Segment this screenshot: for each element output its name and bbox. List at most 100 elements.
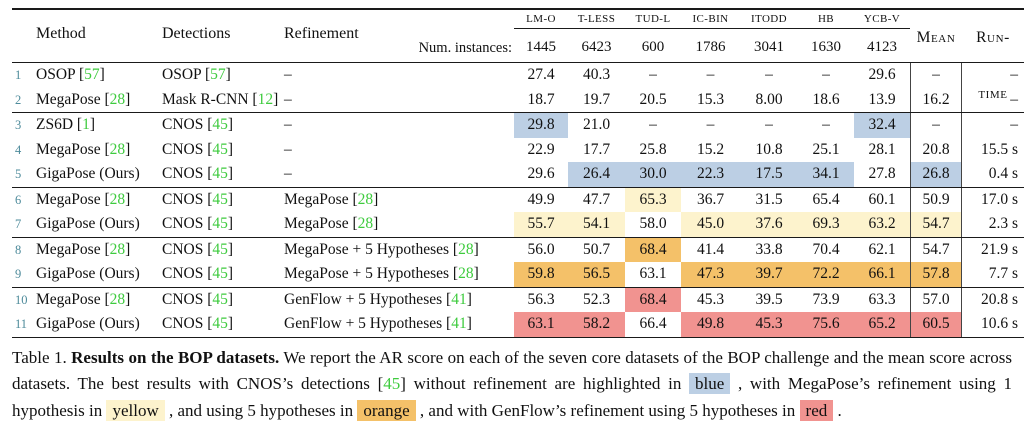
score-cell: 28.1 [868,140,896,158]
mean-cell: 57.0 [910,287,962,312]
col-header-detections: Detections [162,25,231,42]
dataset-header-t-less: T-LESS [577,13,616,25]
num-instances-label: Num. instances: [418,40,512,56]
score-cell: 32.4 [854,113,910,138]
col-header-refinement: Refinement [284,25,359,42]
refinement-cell: MegaPose [28] [284,215,379,232]
mean-cell: 50.9 [910,187,962,212]
detections-cell: OSOP [57] [162,66,231,83]
runtime-cell: 17.0 s [980,190,1018,208]
caption-highlight-red: red [799,399,834,421]
score-cell: 63.1 [514,312,568,337]
row-group: 3 ZS6D [1] CNOS [45] –29.8 21.0– – – –32.4– –4 Me… [12,112,1024,187]
score-cell: 56.5 [568,262,625,287]
detections-cell: CNOS [45] [162,265,234,282]
score-cell: 49.8 [681,312,740,337]
table-row: 4 MegaPose [28] CNOS [45] – 22.9 17.7 25.8 15.2… [12,137,1024,162]
score-cell: 63.3 [868,290,896,308]
score-cell: – [822,66,830,83]
score-cell: 18.7 [527,90,555,108]
detections-cell: CNOS [45] [162,240,234,258]
refinement-cell: GenFlow + 5 Hypotheses [41] [284,315,472,332]
table-row: 10 MegaPose [28] CNOS [45] GenFlow + 5 Hypo… [12,287,1024,312]
detections-cell: CNOS [45] [162,140,234,158]
caption-text: , with MegaPose’s refinement using 1 hyp… [12,374,1012,420]
score-cell: 34.1 [798,162,854,187]
row-number: 5 [15,167,22,181]
score-cell: 29.6 [527,165,555,182]
table-row: 3 ZS6D [1] CNOS [45] –29.8 21.0– – – –32.4– – [12,113,1024,138]
score-cell: 15.2 [696,140,725,158]
citation-ref: 57 [210,66,226,83]
citation-ref: 45 [212,140,228,158]
method-cell: MegaPose [28] [36,240,131,258]
score-cell: 63.2 [854,212,910,237]
score-cell: 41.4 [696,240,725,258]
table-row: 7 GigaPose (Ours) CNOS [45] MegaPose [28] 55… [12,212,1024,237]
runtime-cell: 21.9 s [980,240,1018,258]
table-header: Method Detections Refinement Num. instan… [12,10,1024,102]
mean-cell: 26.8 [910,162,962,187]
row-number: 6 [15,192,22,207]
citation-ref: 1 [82,116,90,133]
runtime-cell: 0.4 s [988,165,1018,182]
method-cell: ZS6D [1] [36,116,96,133]
citation-ref: 45 [212,165,228,182]
refinement-cell: – [284,165,292,182]
dataset-name-row: LM-O T-LESS TUD-L IC-BIN ITODD HB YCB-V [514,13,910,29]
row-number: 9 [15,267,22,281]
score-cell: – [765,66,773,83]
score-cell: 21.0 [582,116,611,133]
detections-cell: CNOS [45] [162,290,234,308]
method-cell: GigaPose (Ours) [36,265,140,282]
refinement-cell: MegaPose + 5 Hypotheses [28] [284,265,479,282]
col-header-runtime: Run-time [976,29,1010,102]
score-cell: 65.3 [625,187,681,212]
citation-ref: 45 [212,240,228,258]
runtime-cell: 20.8 s [980,290,1018,308]
score-cell: 39.5 [755,290,783,308]
score-cell: 56.3 [527,290,555,308]
caption-highlight-orange: orange [357,399,416,421]
table-row: 11 GigaPose (Ours) CNOS [45] GenFlow + 5 Hy… [12,312,1024,337]
score-cell: 60.1 [868,190,896,208]
score-cell: 47.7 [582,190,611,208]
runtime-cell: 2.3 s [988,215,1018,232]
table-row: 5 GigaPose (Ours) CNOS [45] – 29.6 26.4 30.0 22… [12,162,1024,187]
mean-cell: 57.8 [910,262,962,287]
method-cell: MegaPose [28] [36,190,131,208]
score-cell: 27.8 [868,165,896,182]
row-group: 10 MegaPose [28] CNOS [45] GenFlow + 5 Hypo… [12,286,1024,337]
dataset-header-itodd: ITODD [750,13,787,25]
table-caption: Table 1. Results on the BOP datasets. We… [12,347,1012,421]
score-cell: 10.8 [755,140,783,158]
score-cell: 65.2 [854,312,910,337]
citation-ref: 45 [212,265,228,282]
citation-ref: 28 [109,240,126,258]
mean-cell: – [910,63,962,88]
score-cell: 29.6 [868,66,896,83]
row-number: 11 [15,317,28,331]
table-row: 8 MegaPose [28] CNOS [45] MegaPose + 5 Hypo… [12,237,1024,262]
row-number: 2 [15,92,22,107]
method-cell: GigaPose (Ours) [36,315,140,332]
caption-text: Table 1. [12,347,72,367]
results-table: Method Detections Refinement Num. instan… [12,8,1024,338]
table-body: 1 OSOP [57] OSOP [57] –27.4 40.3– – – –29.6– –2 M… [12,63,1024,338]
score-cell: 45.3 [740,312,798,337]
score-cell: 17.5 [740,162,798,187]
score-cell: 22.3 [681,162,740,187]
dataset-header-ycb-v: YCB-V [863,13,901,25]
score-cell: 54.1 [568,212,625,237]
row-number: 1 [15,68,22,82]
score-cell: – [706,116,715,133]
caption-text: , and using 5 hypotheses in [164,400,358,420]
detections-cell: CNOS [45] [162,165,234,182]
runtime-cell: 7.7 s [988,265,1018,282]
refinement-cell: – [284,66,292,83]
caption-text: , and with GenFlow’s refinement using 5 … [415,400,800,420]
score-cell: 40.3 [582,66,611,83]
instances-count: 1786 [695,39,726,55]
citation-ref: 12 [257,90,274,108]
detections-cell: Mask R-CNN [12] [162,90,279,108]
